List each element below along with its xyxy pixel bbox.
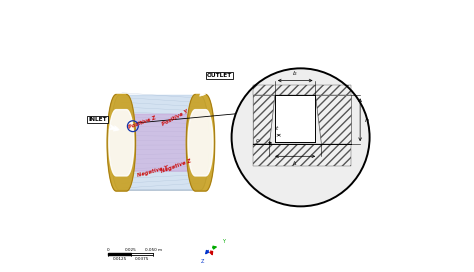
Text: Y: Y [222, 239, 225, 244]
Polygon shape [107, 94, 136, 191]
Text: $c_r$: $c_r$ [255, 137, 262, 145]
Polygon shape [112, 114, 208, 171]
Polygon shape [188, 110, 213, 176]
Text: OUTLET: OUTLET [207, 73, 232, 78]
Polygon shape [109, 253, 131, 255]
Text: INLET: INLET [88, 117, 107, 122]
Text: 0.025: 0.025 [125, 248, 137, 252]
Text: 0.0375: 0.0375 [135, 257, 149, 261]
Text: $t$: $t$ [275, 125, 280, 132]
Text: Negative Y: Negative Y [137, 165, 169, 178]
Text: Positive Y: Positive Y [161, 109, 189, 127]
Text: $l_1$: $l_1$ [292, 159, 298, 168]
Circle shape [232, 68, 370, 206]
Text: $l_2$: $l_2$ [292, 69, 298, 78]
Polygon shape [275, 95, 316, 142]
Polygon shape [253, 95, 275, 144]
Polygon shape [131, 253, 153, 255]
Text: $h$: $h$ [364, 116, 369, 124]
Text: 0.0125: 0.0125 [112, 257, 127, 261]
Text: 0: 0 [107, 248, 110, 252]
Text: Z: Z [201, 259, 204, 264]
Polygon shape [109, 110, 134, 176]
Polygon shape [253, 144, 351, 166]
Polygon shape [110, 95, 209, 190]
Polygon shape [253, 85, 351, 95]
Polygon shape [186, 94, 215, 191]
Text: Negative Z: Negative Z [160, 158, 192, 174]
Polygon shape [316, 95, 351, 144]
Text: Positive Z: Positive Z [128, 115, 157, 130]
Text: 0.050 m: 0.050 m [145, 248, 162, 252]
